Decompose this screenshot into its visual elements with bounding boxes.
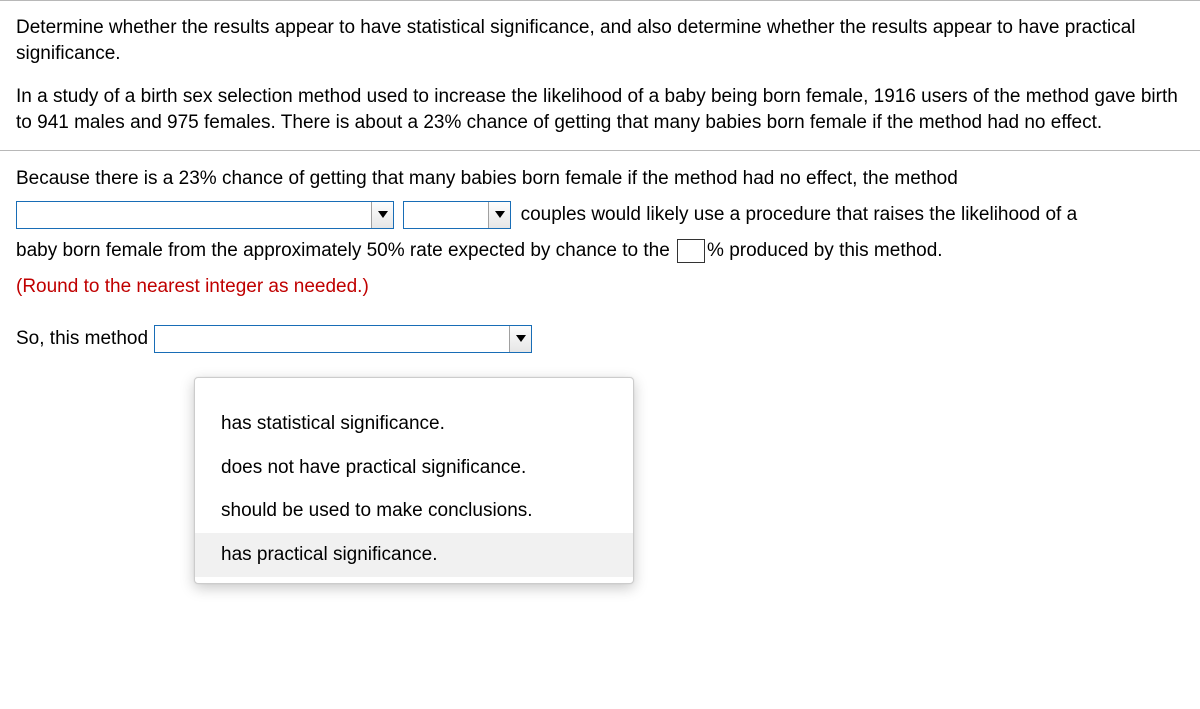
answer-mid1-text: couples would likely use a procedure tha…: [521, 204, 1078, 225]
dropdown-options-panel: has statistical significance.does not ha…: [194, 377, 634, 584]
chevron-down-icon: [509, 326, 531, 352]
dropdown-option[interactable]: has statistical significance.: [195, 402, 633, 446]
chevron-down-icon: [488, 202, 510, 228]
answer-mid2a-text: baby born female from the approximately …: [16, 240, 670, 261]
question-study: In a study of a birth sex selection meth…: [16, 84, 1184, 135]
answer-lead-text: Because there is a 23% chance of getting…: [16, 168, 958, 189]
so-line: So, this method: [16, 323, 1184, 355]
answer-mid2b-text: % produced by this method.: [707, 240, 943, 261]
question-intro: Determine whether the results appear to …: [16, 15, 1184, 66]
dropdown-option[interactable]: does not have practical significance.: [195, 446, 633, 490]
select-significance-1[interactable]: [16, 201, 394, 229]
dropdown-option-blank[interactable]: [195, 394, 633, 402]
select-conclusion[interactable]: [154, 325, 532, 353]
percent-input[interactable]: [677, 239, 705, 263]
so-label: So, this method: [16, 326, 148, 352]
answer-flow: Because there is a 23% chance of getting…: [16, 161, 1184, 305]
dropdown-option[interactable]: has practical significance.: [195, 533, 633, 577]
dropdown-option[interactable]: should be used to make conclusions.: [195, 489, 633, 533]
answer-block: Because there is a 23% chance of getting…: [0, 151, 1200, 584]
rounding-instruction: (Round to the nearest integer as needed.…: [16, 276, 369, 297]
chevron-down-icon: [371, 202, 393, 228]
question-block: Determine whether the results appear to …: [0, 1, 1200, 150]
select-significance-2[interactable]: [403, 201, 511, 229]
